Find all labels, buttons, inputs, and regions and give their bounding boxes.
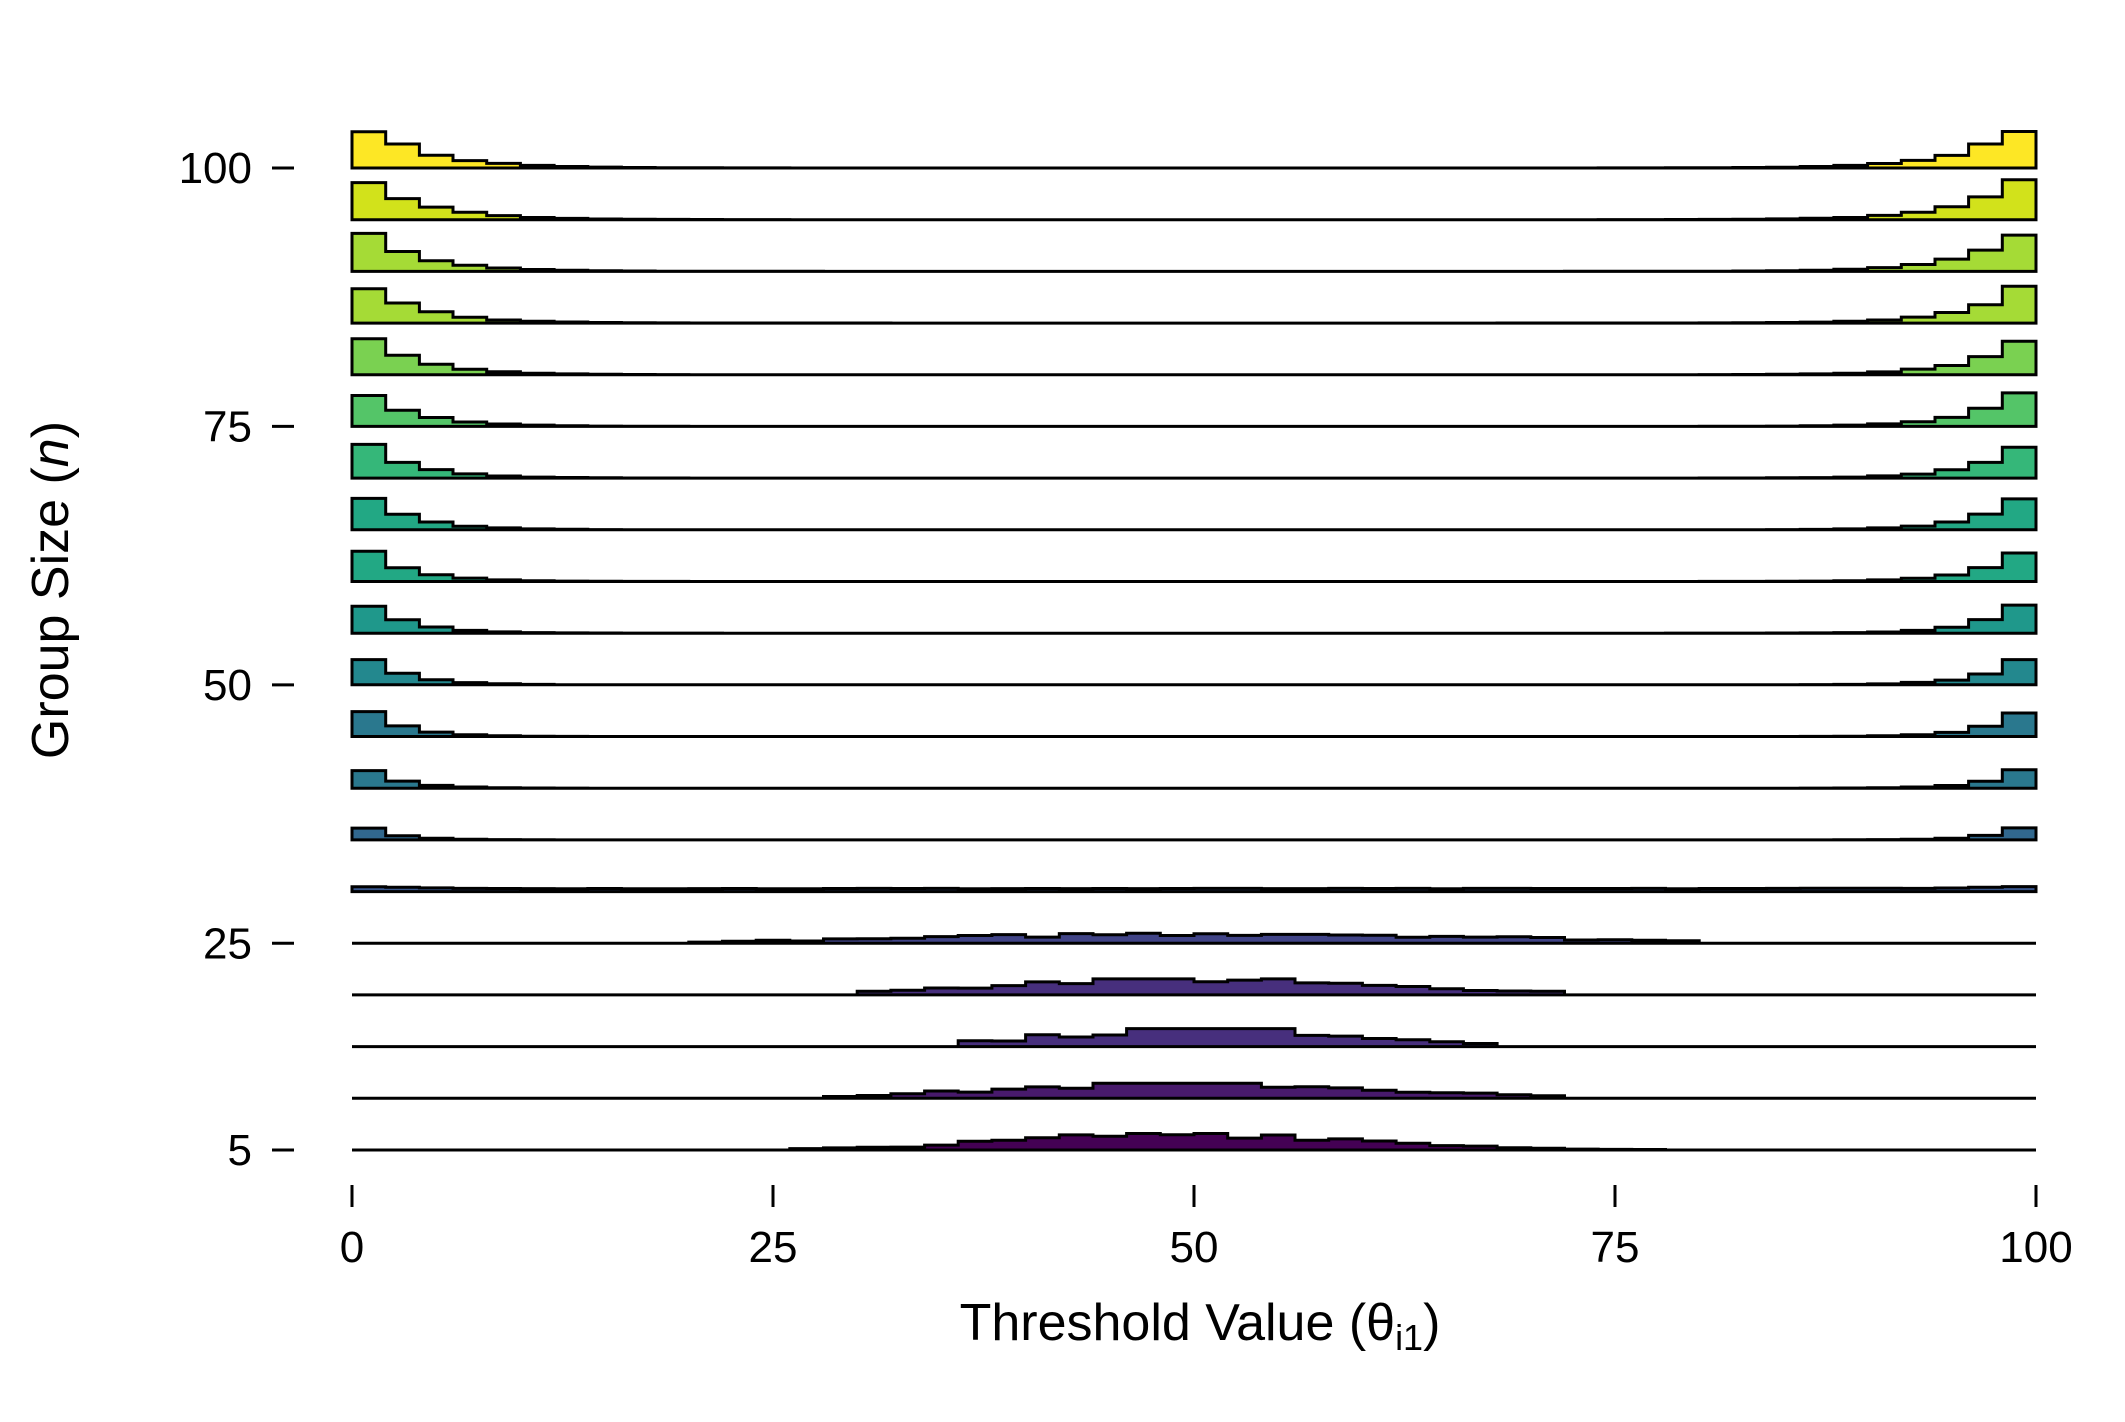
ridge-n-10 [352, 1081, 2036, 1100]
ridge-n-5 [352, 1132, 2036, 1152]
ridge-n-95 [350, 178, 2038, 222]
ridge-n-60 [350, 549, 2038, 583]
x-axis-title-close: ) [1423, 1294, 1440, 1352]
y-tick-label: 75 [203, 402, 252, 451]
y-tick-label: 100 [179, 144, 252, 193]
y-axis-title-close: ) [22, 421, 80, 438]
ridge-n-45 [350, 710, 2038, 738]
x-tick-label: 100 [1999, 1223, 2072, 1272]
y-axis: 5 25 50 75 100 [179, 144, 294, 1175]
x-tick-label: 0 [340, 1223, 364, 1272]
ridge-n-75 [350, 391, 2038, 428]
x-axis-title-main: Threshold Value (θ [960, 1294, 1396, 1352]
ridge-n-80 [350, 337, 2038, 377]
ridge-n-55 [350, 603, 2038, 635]
x-axis-title: Threshold Value (θi1) [960, 1294, 1441, 1358]
y-axis-title-italic: n [22, 438, 80, 467]
y-tick-label: 50 [203, 661, 252, 710]
x-tick-label: 25 [749, 1223, 798, 1272]
ridge-n-40 [350, 768, 2038, 790]
y-tick-label: 5 [228, 1126, 252, 1175]
ridge-n-100 [350, 130, 2038, 170]
y-axis-title: Group Size (n) [22, 421, 80, 759]
ridge-n-65 [350, 496, 2038, 532]
x-axis-title-subscript: i1 [1395, 1317, 1423, 1358]
ridge-n-35 [350, 826, 2038, 842]
y-tick-label: 25 [203, 919, 252, 968]
ridges-group [350, 130, 2038, 1152]
ridge-n-70 [350, 442, 2038, 480]
ridge-n-90 [350, 231, 2038, 273]
ridge-n-25 [352, 931, 2036, 945]
x-axis: 0 25 50 75 100 [340, 1185, 2073, 1272]
ridge-n-20 [352, 977, 2036, 997]
ridge-n-30 [350, 885, 2038, 894]
ridge-n-85 [350, 284, 2038, 325]
x-tick-label: 50 [1170, 1223, 1219, 1272]
ridge-n-15 [352, 1027, 2036, 1049]
y-axis-title-main: Group Size ( [22, 466, 80, 759]
ridge-n-50 [350, 658, 2038, 687]
x-tick-label: 75 [1591, 1223, 1640, 1272]
